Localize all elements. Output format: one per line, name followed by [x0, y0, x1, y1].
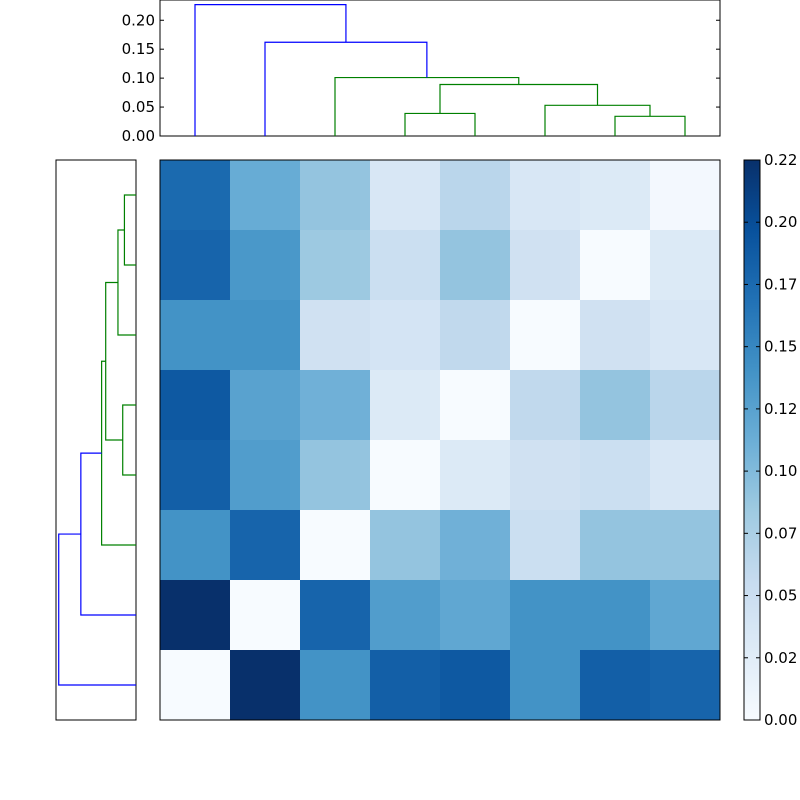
- heatmap-cell: [580, 510, 651, 581]
- top-dendrogram-frame: [159, 0, 721, 137]
- heatmap-cell: [230, 440, 301, 511]
- top-dendrogram-tick-label: 0.10: [122, 69, 155, 87]
- heatmap-cell: [300, 440, 371, 511]
- colorbar-tick-label: 0.02: [764, 649, 797, 667]
- left-dendrogram-frame: [55, 159, 137, 721]
- colorbar-tick-label: 0.20: [764, 213, 797, 231]
- heatmap-cell: [650, 510, 721, 581]
- heatmap-cell: [370, 160, 441, 231]
- colorbar-tick-label: 0.10: [764, 462, 797, 480]
- top-dendrogram-link: [194, 4, 347, 136]
- left-dendrogram-link: [80, 452, 136, 616]
- heatmap-cell: [440, 580, 511, 651]
- heatmap-cell: [580, 650, 651, 721]
- heatmap-cell: [300, 580, 371, 651]
- heatmap-cell: [440, 440, 511, 511]
- heatmap-cell: [510, 370, 581, 441]
- top-dendrogram-tick-label: 0.05: [122, 98, 155, 116]
- heatmap-cell: [160, 510, 231, 581]
- heatmap-cell: [650, 580, 721, 651]
- top-dendrogram-link: [404, 112, 476, 136]
- heatmap-cell: [650, 440, 721, 511]
- heatmap-cell: [230, 230, 301, 301]
- heatmap-cell: [160, 300, 231, 371]
- colorbar-tick-label: 0.12: [764, 400, 797, 418]
- heatmap-cell: [510, 230, 581, 301]
- heatmap-cell: [370, 510, 441, 581]
- heatmap-cell: [510, 300, 581, 371]
- heatmap-cell: [230, 580, 301, 651]
- heatmap-cell: [650, 300, 721, 371]
- left-dendrogram-link: [58, 533, 136, 686]
- left-dendrogram: [55, 159, 137, 721]
- heatmap-cell: [440, 160, 511, 231]
- heatmap-cell: [580, 230, 651, 301]
- heatmap-cell: [160, 230, 231, 301]
- colorbar-frame: [743, 159, 761, 721]
- heatmap-cell: [580, 440, 651, 511]
- heatmap-cell: [440, 230, 511, 301]
- heatmap-cell: [160, 580, 231, 651]
- heatmap-cell: [160, 370, 231, 441]
- heatmap-cell: [650, 650, 721, 721]
- heatmap-cell: [440, 650, 511, 721]
- heatmap-cell: [370, 300, 441, 371]
- heatmap-cell: [650, 160, 721, 231]
- colorbar-tick-label: 0.05: [764, 587, 797, 605]
- heatmap-cell: [160, 650, 231, 721]
- top-dendrogram: 0.00 0.05 0.10 0.15 0.20: [122, 0, 721, 145]
- heatmap-cell: [510, 160, 581, 231]
- heatmap-cell: [440, 370, 511, 441]
- heatmap-cell: [650, 370, 721, 441]
- heatmap-cell: [510, 650, 581, 721]
- heatmap-cell: [300, 230, 371, 301]
- heatmap-cell: [370, 440, 441, 511]
- heatmap-cell: [230, 300, 301, 371]
- heatmap-cell: [440, 300, 511, 371]
- heatmap-cell: [580, 300, 651, 371]
- heatmap-cell: [580, 580, 651, 651]
- heatmap-cell: [230, 650, 301, 721]
- colorbar-tick-label: 0.00: [764, 711, 797, 729]
- colorbar-gradient: [744, 160, 760, 720]
- colorbar-tick-label: 0.22: [764, 151, 797, 169]
- top-dendrogram-link: [544, 104, 651, 136]
- heatmap-cell: [650, 230, 721, 301]
- heatmap-cell: [160, 440, 231, 511]
- heatmap-cell: [440, 510, 511, 581]
- heatmap-cell: [230, 370, 301, 441]
- colorbar-tick-label: 0.17: [764, 275, 797, 293]
- heatmap-cell: [300, 650, 371, 721]
- heatmap-cell: [300, 300, 371, 371]
- heatmap-cell: [510, 440, 581, 511]
- colorbar-tick-label: 0.07: [764, 524, 797, 542]
- heatmap-frame: [159, 159, 721, 721]
- heatmap-cell: [510, 510, 581, 581]
- heatmap-cell: [370, 580, 441, 651]
- heatmap-cell: [300, 510, 371, 581]
- heatmap-cell: [160, 160, 231, 231]
- heatmap-cell: [300, 160, 371, 231]
- top-dendrogram-tick-label: 0.15: [122, 40, 155, 58]
- heatmap: [159, 159, 721, 721]
- heatmap-cell: [370, 370, 441, 441]
- heatmap-cell: [230, 160, 301, 231]
- top-dendrogram-tick-label: 0.20: [122, 11, 155, 29]
- colorbar-tick-label: 0.15: [764, 338, 797, 356]
- heatmap-cell: [300, 370, 371, 441]
- heatmap-cell: [370, 650, 441, 721]
- top-dendrogram-tick-label: 0.00: [122, 127, 155, 145]
- colorbar: 0.00 0.02 0.05 0.07 0.10 0.12 0.15 0.17 0.20 0.22: [743, 151, 797, 729]
- heatmap-cell: [580, 370, 651, 441]
- left-dendrogram-link: [123, 194, 136, 266]
- heatmap-cell: [510, 580, 581, 651]
- heatmap-cell: [230, 510, 301, 581]
- heatmap-cell: [580, 160, 651, 231]
- heatmap-cell: [370, 230, 441, 301]
